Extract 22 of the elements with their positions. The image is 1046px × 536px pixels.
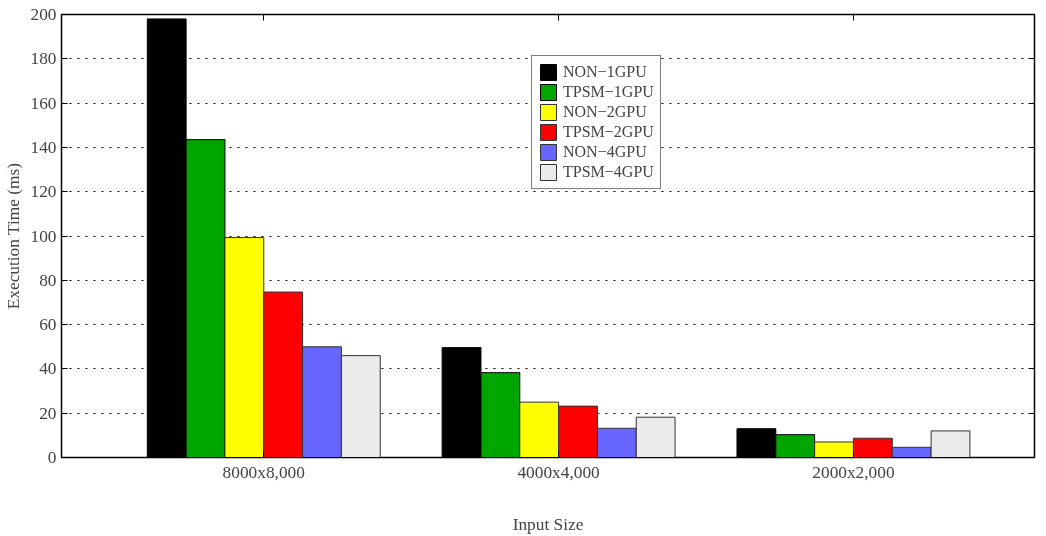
legend-label: TPSM−4GPU — [563, 162, 654, 182]
y-axis-title: Execution Time (ms) — [3, 162, 23, 310]
y-tick-label: 160 — [30, 93, 57, 113]
x-tick-label: 8000x8,000 — [222, 462, 305, 482]
x-axis-title: Input Size — [512, 514, 584, 534]
legend-label: NON−2GPU — [563, 102, 647, 122]
y-tick-label: 100 — [30, 226, 57, 246]
y-tick-label: 80 — [39, 270, 57, 290]
y-tick-label: 180 — [30, 49, 57, 69]
y-tick-label: 140 — [30, 137, 57, 157]
legend-label: TPSM−1GPU — [563, 82, 654, 102]
y-tick-label: 20 — [39, 403, 57, 423]
y-tick-label: 60 — [39, 315, 57, 335]
y-tick-label: 120 — [30, 182, 57, 202]
legend-label: NON−1GPU — [563, 62, 647, 82]
legend-label: NON−4GPU — [563, 142, 647, 162]
x-tick-label: 4000x4,000 — [517, 462, 600, 482]
legend-label: TPSM−2GPU — [563, 122, 654, 142]
y-tick-label: 200 — [30, 5, 57, 24]
x-tick-label: 2000x2,000 — [812, 462, 895, 482]
y-tick-label: 0 — [47, 448, 57, 467]
y-tick-label: 40 — [39, 359, 57, 379]
